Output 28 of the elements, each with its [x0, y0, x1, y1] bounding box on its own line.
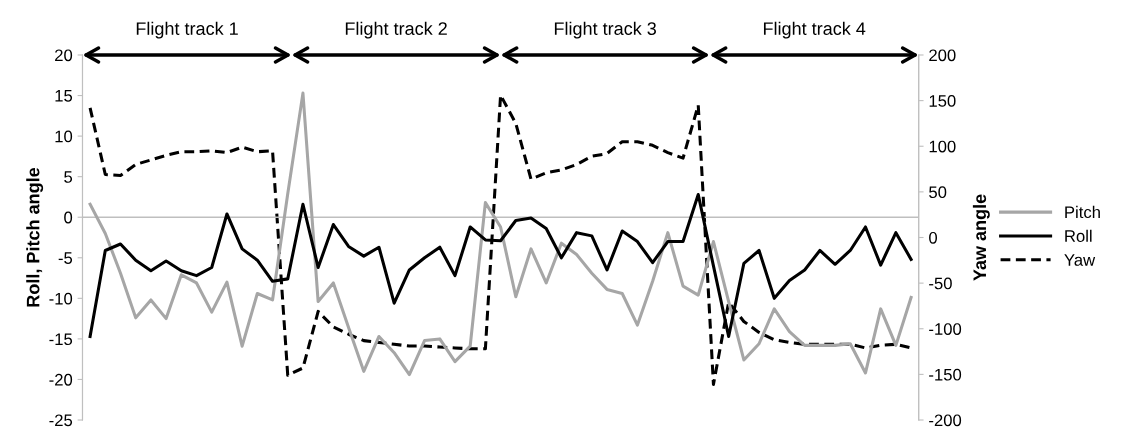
- y2-tick-label: -100: [929, 323, 962, 335]
- legend-label: Yaw: [1064, 254, 1096, 266]
- y-tick-label: -20: [49, 373, 73, 386]
- y-tick-label: -5: [58, 252, 73, 264]
- y-tick-label: -25: [49, 414, 73, 427]
- y-tick-label: 5: [64, 171, 73, 183]
- y-axis-title: Roll, Pitch angle: [26, 167, 44, 307]
- text: Flight track 4: [763, 21, 866, 39]
- text: Flight track 2: [345, 21, 447, 39]
- y2-tick-label: -200: [929, 414, 962, 427]
- y2-tick-label: 50: [929, 186, 947, 199]
- y-tick-label: 20: [55, 49, 73, 62]
- y-tick-label: -15: [49, 333, 73, 346]
- y2-tick-label: -150: [929, 368, 962, 381]
- text: Flight track 1: [136, 21, 238, 39]
- y-tick-label: 0: [64, 211, 73, 224]
- y-tick-label: 10: [55, 130, 73, 143]
- y-tick-label: 15: [55, 90, 73, 102]
- y2-tick-label: 150: [929, 95, 956, 107]
- y-tick-label: -10: [49, 292, 73, 305]
- y2-tick-label: 200: [929, 49, 956, 62]
- y2-tick-label: 100: [929, 140, 956, 153]
- y2-tick-label: 0: [929, 231, 938, 244]
- y2-tick-label: -50: [929, 277, 952, 290]
- y2-axis-title: Yaw angle: [972, 194, 990, 281]
- legend-label: Pitch: [1065, 205, 1100, 219]
- legend-label: Roll: [1065, 229, 1092, 242]
- text: Flight track 3: [554, 21, 656, 39]
